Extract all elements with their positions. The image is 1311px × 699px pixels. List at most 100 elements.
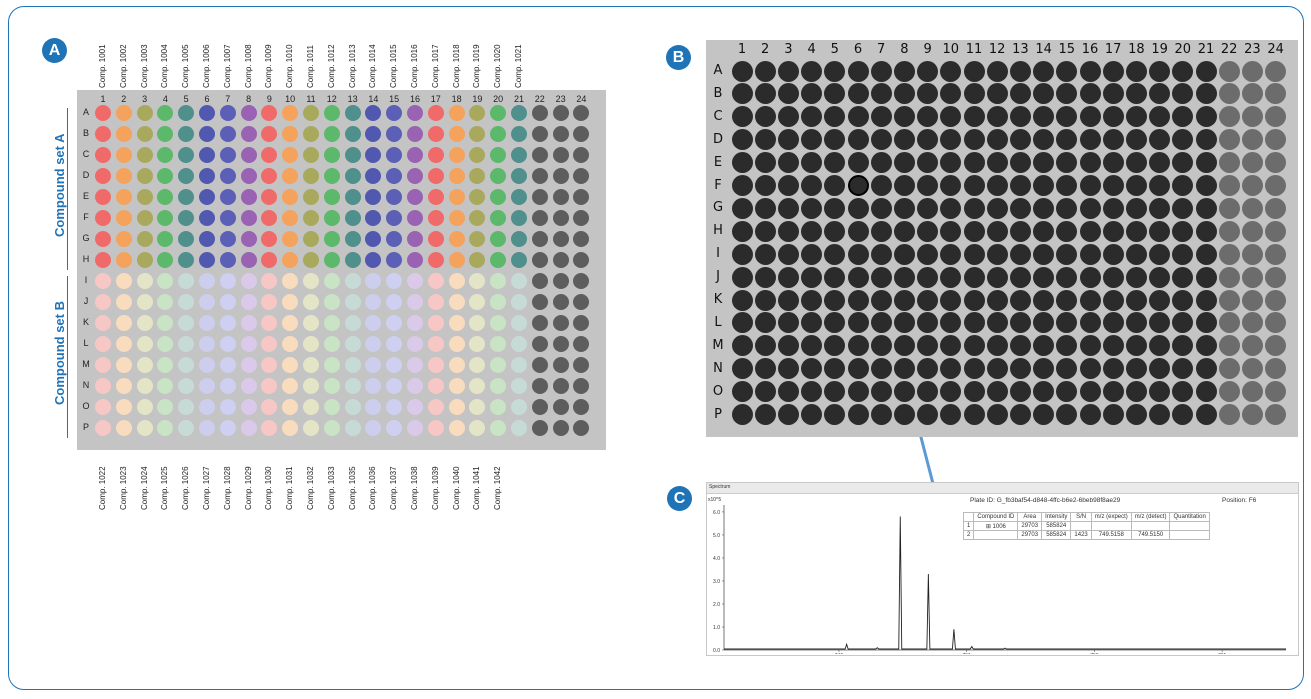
well (573, 210, 590, 226)
well (1033, 106, 1055, 128)
well (344, 315, 361, 331)
well (1009, 60, 1031, 82)
well (1056, 129, 1078, 151)
well (448, 420, 465, 436)
well (1125, 289, 1147, 311)
well (754, 83, 776, 105)
well (531, 231, 548, 247)
well (1218, 404, 1240, 425)
well (136, 147, 153, 163)
well (963, 106, 985, 128)
column-label: 16 (409, 94, 420, 104)
well (552, 105, 569, 121)
well (531, 378, 548, 394)
column-label: 3 (142, 94, 148, 104)
well (870, 289, 892, 311)
well (303, 420, 319, 436)
well (1172, 266, 1194, 288)
well (1033, 175, 1055, 196)
well (95, 273, 111, 289)
well (1102, 243, 1124, 265)
well (1172, 175, 1194, 196)
well (219, 399, 236, 415)
well (261, 126, 278, 142)
well (1172, 404, 1194, 425)
well (531, 210, 548, 226)
well (261, 273, 278, 289)
well (365, 315, 382, 331)
well (407, 210, 423, 226)
well (115, 273, 132, 289)
well (1172, 129, 1194, 151)
well (1079, 404, 1101, 425)
well (1102, 289, 1124, 311)
well (1195, 83, 1217, 105)
column-label: 18 (451, 94, 462, 104)
well (531, 420, 548, 436)
row-label: L (714, 314, 722, 330)
well (1056, 243, 1078, 265)
well (1033, 197, 1055, 219)
well (303, 294, 319, 310)
well (870, 220, 892, 242)
well (824, 358, 846, 380)
well (1241, 358, 1263, 380)
well (303, 189, 319, 205)
well (427, 105, 444, 121)
well (1125, 175, 1147, 196)
table-row[interactable]: 1 ⊞ 1006 29703 585824 (962, 521, 1210, 531)
well (157, 168, 174, 184)
well (1033, 312, 1055, 334)
well (940, 312, 962, 334)
well (282, 210, 299, 226)
column-label: 20 (493, 94, 504, 104)
well (1149, 335, 1171, 357)
well (240, 210, 257, 226)
well (1265, 83, 1287, 105)
row-label: D (712, 131, 723, 147)
well (1265, 381, 1287, 403)
well (511, 189, 527, 205)
well (469, 378, 486, 394)
well (157, 378, 174, 394)
well (986, 335, 1008, 357)
column-label: 19 (472, 94, 483, 104)
well (1125, 404, 1147, 425)
table-row[interactable]: 2 29703 585824 1423 749.5158 749.5150 (962, 530, 1210, 540)
well (1125, 60, 1147, 82)
well (847, 152, 869, 174)
well (893, 381, 915, 403)
well (323, 252, 340, 268)
well (157, 273, 174, 289)
well (178, 189, 195, 205)
well (511, 105, 527, 121)
spectrum-tab[interactable]: Spectrum (707, 483, 1298, 494)
well (219, 273, 236, 289)
well (282, 273, 299, 289)
well (115, 210, 132, 226)
well (870, 335, 892, 357)
well (323, 168, 340, 184)
well (1172, 312, 1194, 334)
well (448, 315, 465, 331)
well (1102, 220, 1124, 242)
well (986, 152, 1008, 174)
bottom-compound-label: Comp. 1039 (430, 466, 440, 510)
x-tick-label: 746 (835, 653, 844, 654)
well (240, 336, 257, 352)
well (552, 420, 569, 436)
column-label: 17 (430, 94, 441, 104)
bottom-compound-label: Comp. 1042 (493, 466, 503, 510)
table-cell: 1423 (1070, 530, 1092, 540)
well (303, 105, 319, 121)
top-compound-label: Comp. 1004 (160, 44, 170, 88)
well (95, 420, 111, 436)
well (469, 357, 486, 373)
row-label: E (82, 191, 89, 201)
well (917, 358, 939, 380)
well (731, 404, 753, 425)
bottom-compound-label: Comp. 1025 (160, 466, 170, 510)
column-label: 6 (204, 94, 210, 104)
well (963, 243, 985, 265)
well (448, 294, 465, 310)
